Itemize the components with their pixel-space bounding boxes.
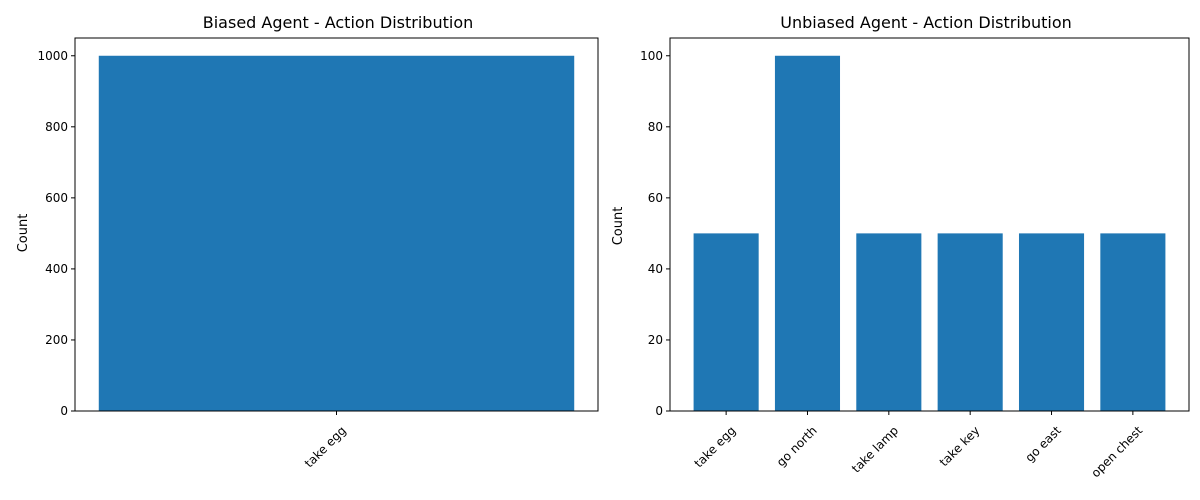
x-tick-label: take egg: [692, 423, 739, 470]
y-tick-label: 60: [648, 191, 663, 205]
bars: [693, 55, 1166, 412]
y-tick-label: 400: [45, 262, 68, 276]
y-ticks: 0 20 40 60 80 100: [640, 49, 670, 418]
x-tick-label: go north: [774, 423, 820, 469]
y-tick-label: 100: [640, 49, 663, 63]
bar: [1100, 233, 1166, 411]
bar: [693, 233, 759, 411]
plot-frame: [669, 37, 1190, 412]
y-tick-label: 600: [45, 191, 68, 205]
bar: [937, 233, 1003, 411]
bar: [856, 233, 922, 411]
plot-frame: [74, 37, 599, 412]
x-ticks: take egg go north take lamp take key go east…: [692, 411, 1145, 480]
x-tick-label: take egg: [302, 423, 349, 470]
y-tick-label: 800: [45, 120, 68, 134]
y-tick-label: 40: [648, 262, 663, 276]
bar: [1018, 233, 1085, 411]
bars: [98, 55, 575, 412]
bar: [98, 55, 575, 412]
x-tick-label: open chest: [1088, 423, 1145, 480]
y-ticks: 0 200 400 600 800 1000: [37, 49, 75, 418]
x-tick-label: go east: [1023, 423, 1065, 465]
x-ticks: take egg: [302, 411, 349, 470]
x-tick-label: take lamp: [849, 423, 901, 475]
x-tick-label: take key: [937, 423, 983, 469]
y-tick-label: 20: [648, 333, 663, 347]
y-tick-label: 0: [655, 404, 663, 418]
y-tick-label: 200: [45, 333, 68, 347]
chart-unbiased-agent: Unbiased Agent - Action Distribution Cou…: [611, 13, 1190, 480]
y-tick-label: 0: [60, 404, 68, 418]
chart-title: Unbiased Agent - Action Distribution: [780, 13, 1072, 32]
y-axis-label: Count: [16, 214, 31, 253]
bar: [774, 55, 841, 412]
chart-title: Biased Agent - Action Distribution: [203, 13, 474, 32]
y-tick-label: 1000: [37, 49, 68, 63]
y-axis-label: Count: [611, 207, 626, 246]
chart-biased-agent: Biased Agent - Action Distribution Count…: [16, 13, 599, 470]
y-tick-label: 80: [648, 120, 663, 134]
